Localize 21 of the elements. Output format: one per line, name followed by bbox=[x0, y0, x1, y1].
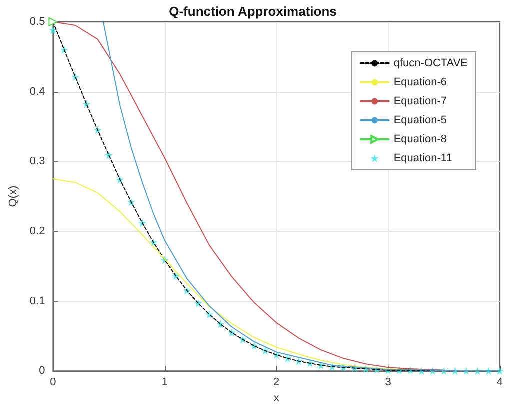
y-axis-title: Q(x) bbox=[8, 186, 20, 208]
legend-label: Equation-5 bbox=[394, 114, 448, 126]
x-tick-label: 3 bbox=[385, 376, 392, 389]
y-tick-label: 0.3 bbox=[30, 156, 46, 168]
x-tick-label: 4 bbox=[496, 376, 504, 389]
y-tick-label: 0.4 bbox=[30, 86, 46, 98]
legend-label: qfucn-OCTAVE bbox=[394, 58, 468, 70]
legend-label: Equation-8 bbox=[394, 134, 448, 146]
legend-label: Equation-7 bbox=[394, 96, 448, 108]
y-tick-label: 0 bbox=[39, 365, 46, 378]
point bbox=[49, 26, 58, 34]
y-tick-label: 0.5 bbox=[30, 16, 46, 28]
x-tick-label: 1 bbox=[162, 376, 168, 389]
y-tick-label: 0.1 bbox=[30, 295, 46, 308]
legend-label: Equation-11 bbox=[394, 152, 452, 164]
x-tick-label: 0 bbox=[50, 376, 56, 389]
chart-title: Q-function Approximations bbox=[169, 4, 337, 19]
legend-label: Equation-6 bbox=[394, 76, 448, 88]
y-tick-label: 0.2 bbox=[30, 225, 46, 238]
x-axis-title: x bbox=[274, 392, 280, 404]
x-tick-label: 2 bbox=[274, 376, 280, 389]
